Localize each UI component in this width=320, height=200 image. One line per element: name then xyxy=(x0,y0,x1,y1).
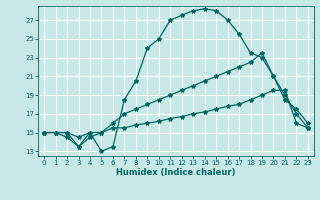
X-axis label: Humidex (Indice chaleur): Humidex (Indice chaleur) xyxy=(116,168,236,177)
